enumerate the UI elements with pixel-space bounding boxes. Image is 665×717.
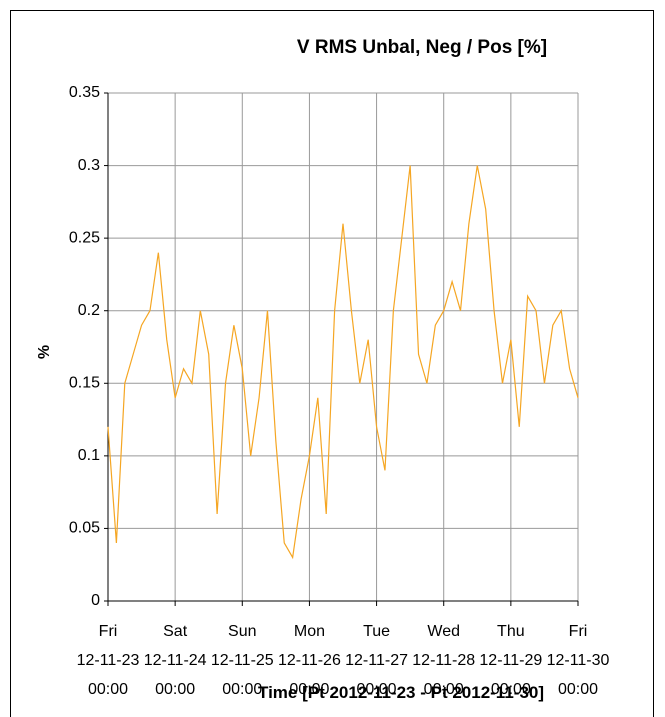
- x-tick-label: Sun 12-11-25 00:00: [210, 623, 274, 698]
- y-axis-label: %: [36, 345, 53, 359]
- y-tick-label: 0.15: [69, 375, 100, 392]
- x-tick-label: Sat 12-11-24 00:00: [143, 623, 207, 698]
- x-tick-label: Fri 12-11-23 00:00: [76, 623, 140, 698]
- y-tick-label: 0.05: [69, 520, 100, 537]
- x-tick-label: Wed 12-11-28 00:00: [412, 623, 476, 698]
- chart-title: V RMS Unbal, Neg / Pos [%]: [297, 37, 547, 58]
- data-line: [107, 165, 579, 560]
- y-tick-label: 0.3: [78, 157, 100, 174]
- x-tick-label: Thu 12-11-29 00:00: [479, 623, 543, 698]
- frame: [10, 10, 654, 717]
- y-tick-label: 0: [91, 592, 100, 609]
- x-axis-label: Time [Pt 2012-11-23 - Pt 2012-11-30]: [258, 683, 545, 702]
- x-tick-label: Fri 12-11-30 00:00: [546, 623, 610, 698]
- y-tick-label: 0.1: [78, 447, 100, 464]
- y-tick-label: 0.35: [69, 84, 100, 101]
- x-tick-label: Tue 12-11-27 00:00: [345, 623, 408, 698]
- y-tick-label: 0.25: [69, 229, 100, 246]
- y-tick-label: 0.2: [78, 302, 100, 319]
- x-tick-label: Mon 12-11-26 00:00: [277, 623, 341, 698]
